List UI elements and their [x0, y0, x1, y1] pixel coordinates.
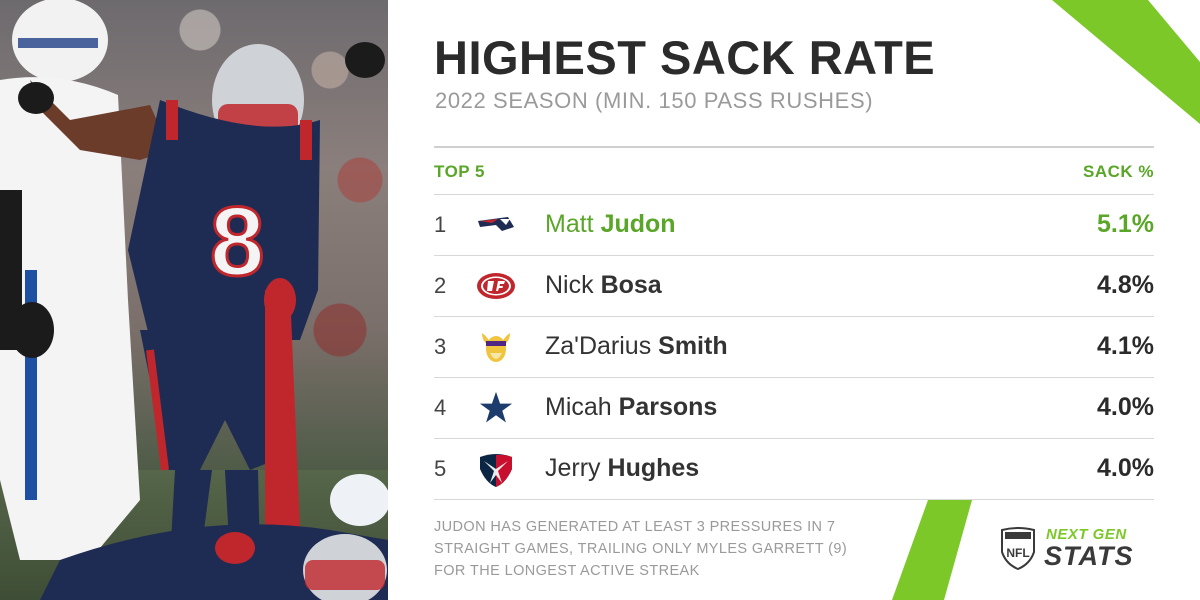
- glove-shape: [345, 42, 385, 78]
- nfl-shield-icon: NFL: [1001, 527, 1035, 570]
- player-last-name: Parsons: [618, 393, 718, 421]
- brand-line-1: NEXT GEN: [1046, 526, 1127, 543]
- rank-number: 2: [434, 273, 447, 298]
- footnote: JUDON HAS GENERATED AT LEAST 3 PRESSURES…: [434, 519, 848, 579]
- value-column-header: SACK %: [1082, 162, 1154, 181]
- texans-logo-icon: [480, 454, 512, 487]
- rank-number: 3: [434, 334, 447, 359]
- stats-panel: HIGHEST SACK RATE 2022 SEASON (MIN. 150 …: [388, 0, 1200, 600]
- table-row: 1 Matt Judon 5.1%: [434, 195, 1154, 256]
- player-name: Matt Judon: [545, 210, 676, 239]
- player-last-name: Hughes: [607, 454, 700, 482]
- colts-player-figure: [0, 0, 140, 561]
- rank-number: 4: [434, 395, 447, 420]
- sack-rate-value: 4.0%: [1097, 393, 1154, 421]
- sack-rate-value: 4.0%: [1097, 454, 1154, 482]
- rank-number: 1: [434, 212, 447, 237]
- patriots-logo-icon: [478, 217, 514, 231]
- sack-rate-value: 5.1%: [1097, 210, 1154, 238]
- page-title: HIGHEST SACK RATE: [434, 31, 936, 84]
- table-row: 2 Nick Bosa 4.8%: [434, 256, 1154, 317]
- player-last-name: Smith: [658, 332, 728, 360]
- player-first-name: Jerry: [545, 454, 601, 482]
- patriots-player-figure: 8: [18, 44, 320, 560]
- brand-line-2: STATS: [1044, 541, 1134, 571]
- player-last-name: Bosa: [600, 271, 662, 299]
- nfl-shield-text: NFL: [1006, 546, 1029, 560]
- table-header: TOP 5 SACK %: [434, 146, 1154, 195]
- svg-text:8: 8: [210, 186, 265, 296]
- rank-column-header: TOP 5: [434, 162, 486, 181]
- sack-rate-value: 4.8%: [1097, 271, 1154, 299]
- teammate-figure: [40, 278, 388, 600]
- vikings-logo-icon: [482, 333, 510, 362]
- table-row: 4 Micah Parsons 4.0%: [434, 378, 1154, 439]
- player-name: Jerry Hughes: [545, 454, 699, 483]
- table-row: 3 Za'Darius Smith 4.1%: [434, 317, 1154, 378]
- sack-rate-value: 4.1%: [1097, 332, 1154, 360]
- page-subtitle: 2022 SEASON (MIN. 150 PASS RUSHES): [435, 88, 874, 113]
- player-name: Za'Darius Smith: [545, 332, 728, 361]
- player-first-name: Micah: [545, 393, 612, 421]
- player-first-name: Matt: [545, 210, 594, 238]
- table-row: 5 Jerry Hughes 4.0%: [434, 439, 1154, 500]
- player-first-name: Za'Darius: [545, 332, 652, 360]
- accent-stripes: [892, 0, 1200, 600]
- 49ers-logo-icon: [477, 273, 515, 299]
- player-photo: 8: [0, 0, 388, 600]
- players-illustration: 8: [0, 0, 388, 600]
- rank-number: 5: [434, 456, 447, 481]
- player-name: Micah Parsons: [545, 393, 717, 422]
- header-divider: [434, 146, 1154, 148]
- player-name: Nick Bosa: [545, 271, 662, 300]
- next-gen-stats-logo: NFL NEXT GEN STATS: [1000, 524, 1160, 574]
- player-last-name: Judon: [600, 210, 676, 238]
- player-first-name: Nick: [545, 271, 594, 299]
- cowboys-logo-icon: [476, 388, 516, 426]
